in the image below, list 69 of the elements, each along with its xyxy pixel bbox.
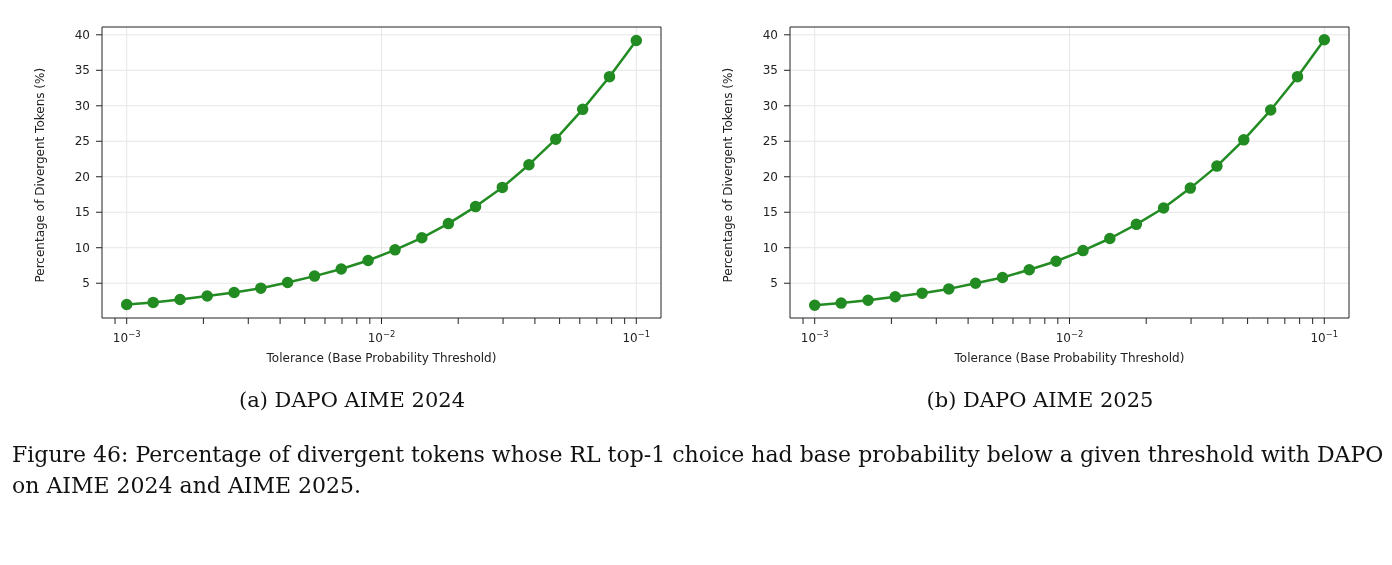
point [416, 232, 428, 244]
caption: Figure 46: Percentage of divergent tokens whose RL top-1 choice had base probability below a given threshold with DAPO on AIME 2024 and AIME 2025. [11, 441, 1384, 500]
point [916, 287, 928, 299]
point [862, 294, 874, 307]
x-tick-label: 10$^{−3}$ [800, 329, 829, 345]
y-axis-title: Percentage of Divergent Tokens (%) [33, 67, 48, 283]
point [1130, 218, 1143, 231]
y-tick-label: 35 [74, 63, 90, 78]
point [120, 298, 133, 311]
point [943, 283, 955, 295]
point [1157, 202, 1170, 214]
point [1211, 160, 1223, 172]
point [389, 244, 401, 256]
y-tick-label: 25 [762, 134, 778, 149]
point [228, 286, 240, 299]
point [281, 276, 294, 289]
point [523, 158, 535, 171]
y-tick-label: 20 [74, 169, 90, 184]
point [362, 254, 374, 267]
point [835, 297, 847, 309]
x-tick-label: 10$^{−1}$ [622, 329, 651, 345]
point [969, 277, 982, 289]
x-axis-title: Tolerance (Base Probability Threshold) [265, 351, 497, 365]
y-tick-label: 40 [74, 27, 90, 42]
point [1238, 134, 1250, 146]
point [174, 293, 186, 306]
text: (b) DAPO AIME 2025 [925, 388, 1155, 412]
point [603, 70, 616, 83]
point [308, 270, 321, 282]
point [1318, 34, 1331, 46]
point [1291, 70, 1304, 83]
point [1023, 263, 1035, 276]
point [496, 181, 509, 194]
y-tick-label: 5 [770, 276, 778, 291]
y-tick-label: 30 [762, 98, 778, 113]
point [335, 263, 347, 275]
point [1050, 255, 1062, 267]
point [996, 271, 1009, 284]
point [808, 299, 821, 311]
y-tick-label: 10 [762, 240, 778, 255]
y-tick-label: 20 [762, 169, 778, 184]
x-tick-label: 10$^{−2}$ [1055, 329, 1084, 345]
y-tick-label: 40 [762, 27, 778, 42]
text: (a) DAPO AIME 2024 [238, 388, 466, 412]
point [201, 290, 213, 302]
point [255, 282, 267, 294]
x-tick-label: 10$^{−2}$ [367, 329, 396, 345]
point [630, 34, 643, 47]
point [1184, 182, 1197, 194]
point [442, 217, 455, 230]
y-tick-label: 15 [74, 205, 90, 220]
point [469, 200, 482, 213]
x-tick-label: 10$^{−1}$ [1310, 329, 1339, 345]
y-tick-label: 10 [74, 240, 90, 255]
point [576, 103, 589, 116]
point [1104, 232, 1116, 245]
point [1077, 244, 1089, 257]
point [889, 290, 901, 303]
y-axis-title: Percentage of Divergent Tokens (%) [721, 67, 736, 283]
point [1264, 104, 1277, 116]
x-tick-label: 10$^{−3}$ [112, 329, 141, 345]
point [147, 296, 159, 309]
x-axis-title: Tolerance (Base Probability Threshold) [953, 351, 1185, 365]
y-tick-label: 30 [74, 98, 90, 113]
point [550, 133, 562, 145]
y-tick-label: 25 [74, 134, 90, 149]
y-tick-label: 35 [762, 63, 778, 78]
y-tick-label: 15 [762, 205, 778, 220]
y-tick-label: 5 [82, 276, 90, 291]
